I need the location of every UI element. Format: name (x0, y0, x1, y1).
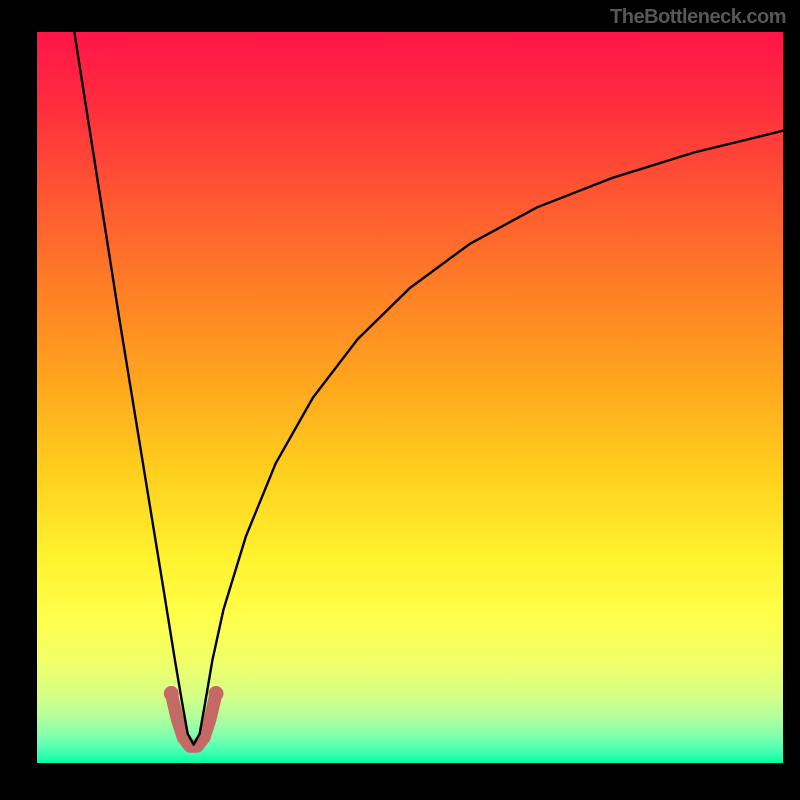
chart-plot-area (37, 32, 783, 763)
bottleneck-curve (74, 32, 783, 745)
watermark-text: TheBottleneck.com (610, 6, 786, 29)
minimum-marker (171, 694, 216, 747)
minimum-marker-dot-right (209, 686, 224, 701)
chart-curves-layer (37, 32, 783, 763)
minimum-marker-dot-left (164, 686, 179, 701)
